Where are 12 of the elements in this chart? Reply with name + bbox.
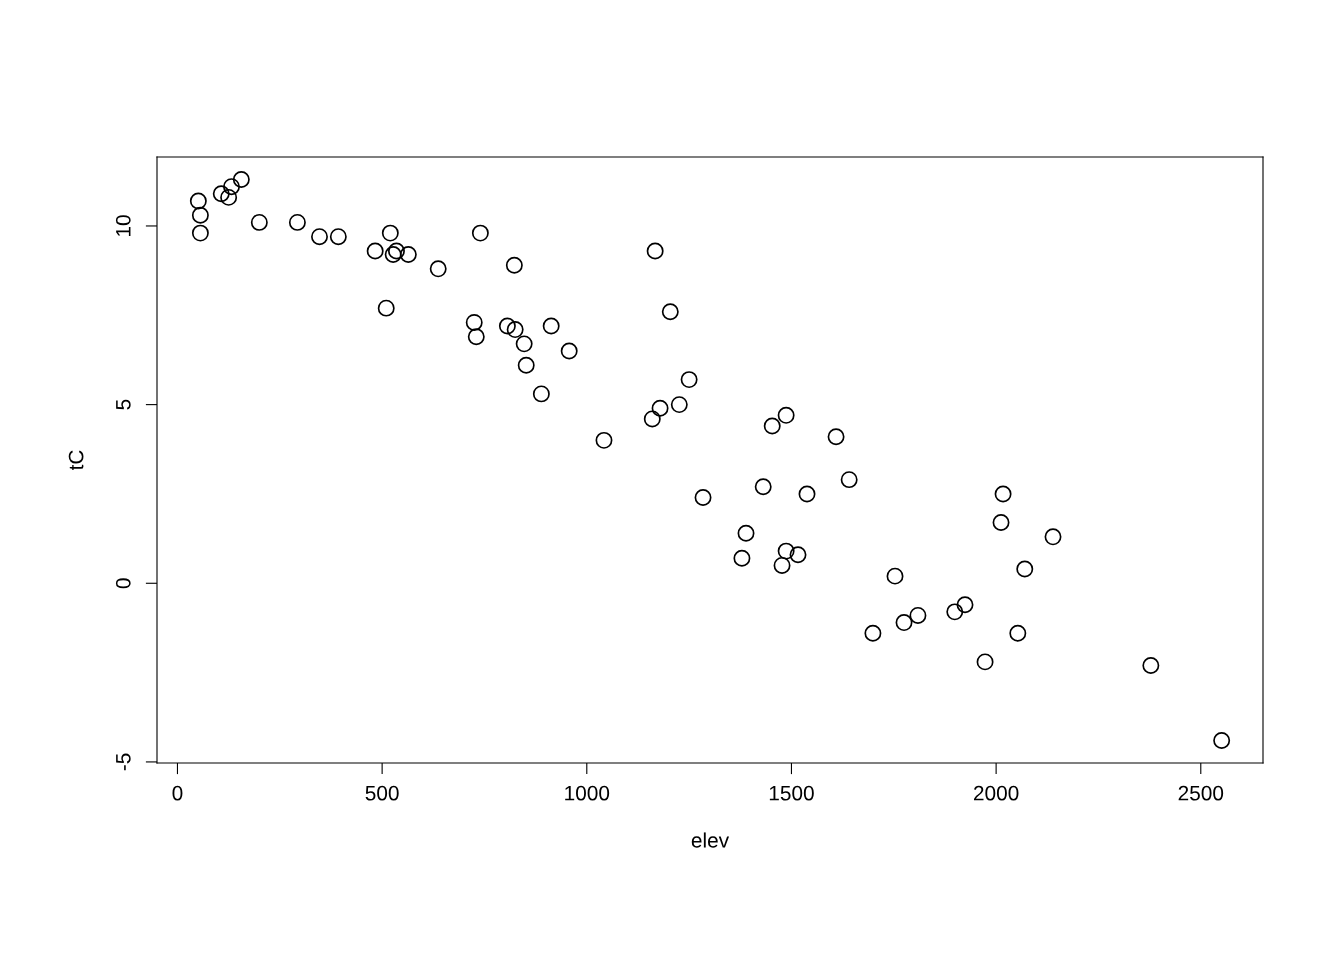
x-tick-label: 1000 — [565, 785, 610, 801]
y-tick-label: 5 — [116, 399, 131, 410]
y-tick-label: 10 — [115, 215, 131, 236]
y-tick-label: 0 — [115, 578, 131, 589]
x-tick-label: 2500 — [1178, 785, 1224, 801]
y-tick-label: -5 — [116, 753, 131, 771]
x-tick-label: 1500 — [769, 785, 814, 801]
x-tick-label: 2000 — [974, 785, 1019, 801]
x-tick-label: 500 — [365, 785, 399, 801]
x-axis-title: elev — [691, 832, 730, 848]
y-axis-title: tC — [68, 450, 84, 471]
x-tick-label: 0 — [172, 785, 183, 801]
